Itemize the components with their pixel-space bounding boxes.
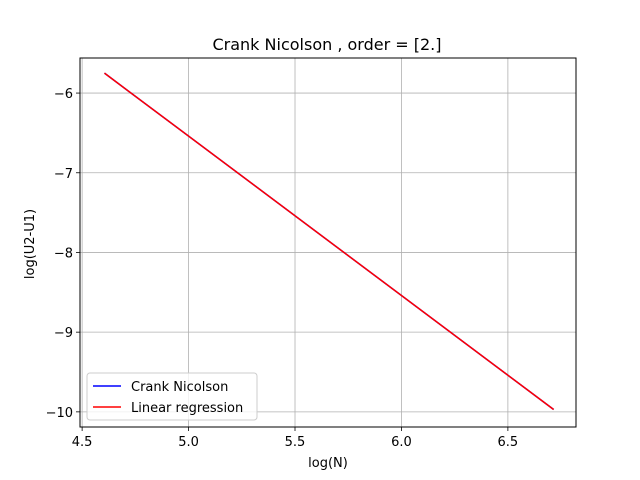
y-axis-label: log(U2-U1) <box>23 209 38 279</box>
legend-label-linear-regression: Linear regression <box>131 401 243 416</box>
chart-title: Crank Nicolson , order = [2.] <box>212 35 441 54</box>
axis-ticks: 4.5 5.0 5.5 6.0 6.5 −6 −7 −8 −9 −10 <box>46 87 519 450</box>
x-tick-label: 6.0 <box>391 435 412 450</box>
y-tick-label: −7 <box>54 167 73 182</box>
legend-frame <box>86 372 258 421</box>
legend: Crank Nicolson Linear regression <box>86 372 258 421</box>
y-tick-label: −6 <box>54 87 73 102</box>
legend-label-crank-nicolson: Crank Nicolson <box>131 380 228 395</box>
x-tick-label: 5.5 <box>285 435 306 450</box>
grid-lines <box>80 58 576 427</box>
x-tick-label: 5.0 <box>178 435 199 450</box>
y-tick-label: −8 <box>54 246 73 261</box>
x-axis-label: log(N) <box>308 456 348 471</box>
x-tick-label: 4.5 <box>72 435 93 450</box>
series-line-linear-regression <box>104 72 555 411</box>
series-lines <box>104 72 555 411</box>
y-tick-label: −9 <box>54 326 73 341</box>
x-tick-label: 6.5 <box>498 435 519 450</box>
y-tick-label: −10 <box>46 406 73 421</box>
plot-frame <box>79 57 577 428</box>
